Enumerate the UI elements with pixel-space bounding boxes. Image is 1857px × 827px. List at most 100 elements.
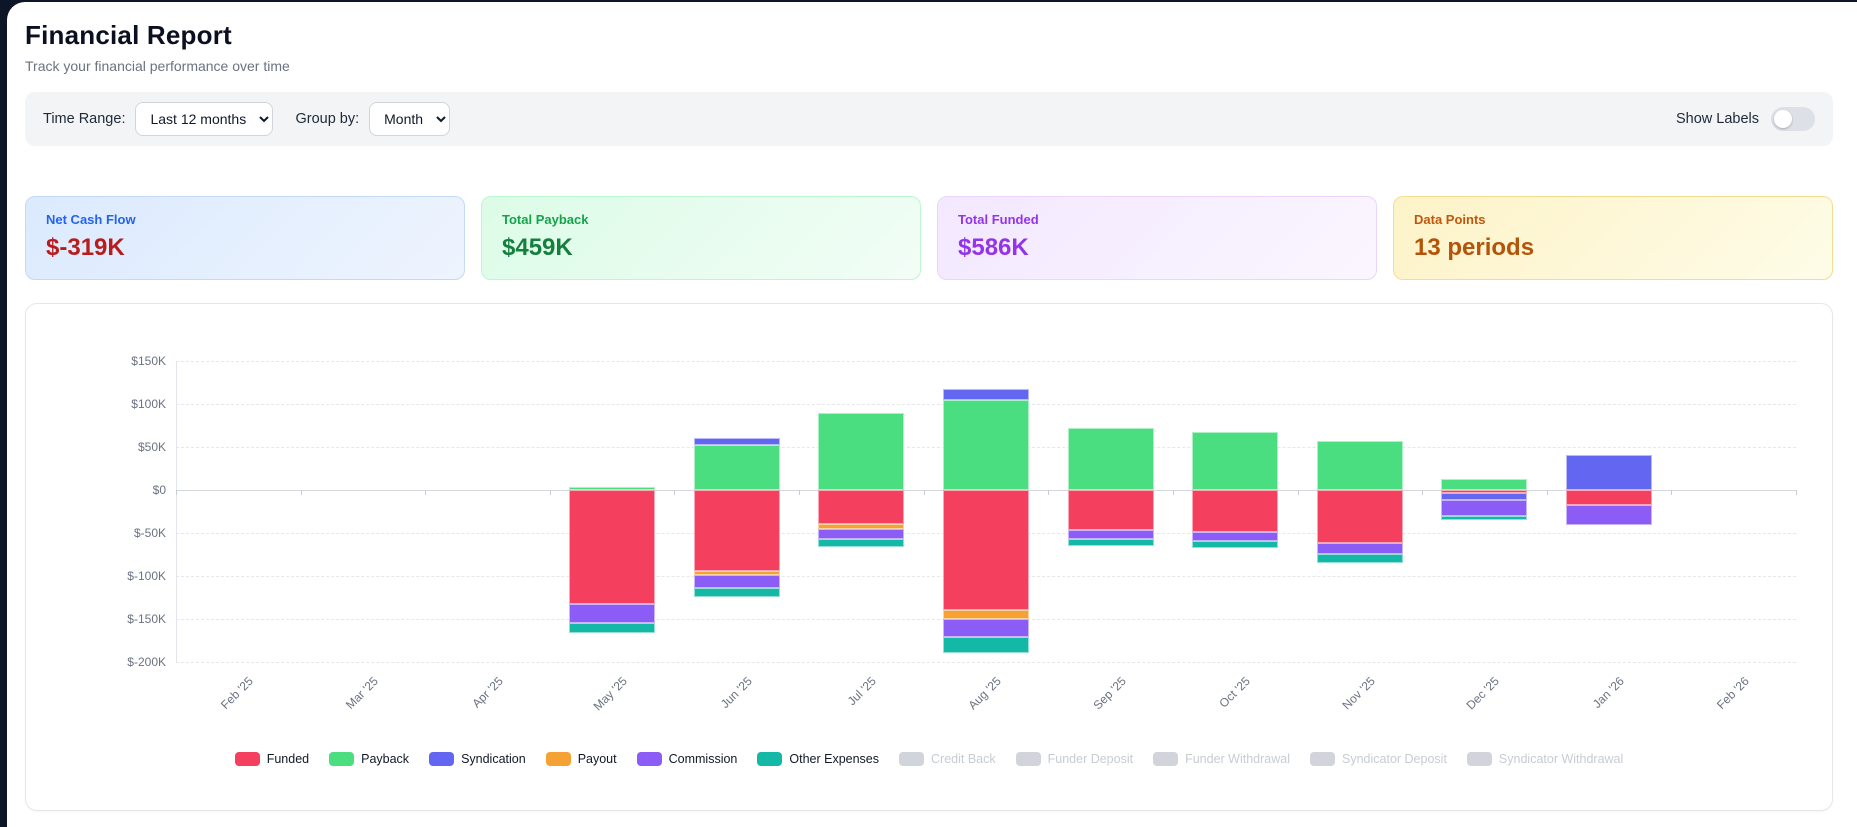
bar-segment-commission[interactable] — [1067, 530, 1154, 539]
legend-item-syndicator-withdrawal[interactable]: Syndicator Withdrawal — [1466, 752, 1624, 766]
bar-segment-syndication[interactable] — [1441, 493, 1528, 501]
bar-segment-payback[interactable] — [818, 413, 905, 490]
bar-segment-other-expenses[interactable] — [569, 623, 656, 633]
bar-segment-payout[interactable] — [818, 524, 905, 529]
x-axis-tick — [1172, 490, 1174, 495]
bar-segment-payback[interactable] — [1441, 478, 1528, 490]
bar-segment-commission[interactable] — [943, 619, 1029, 638]
x-axis-category-label: Feb '26 — [1713, 674, 1752, 712]
legend-label: Commission — [668, 752, 738, 766]
bar-segment-funded[interactable] — [818, 490, 905, 525]
stat-card-value: $586K — [958, 234, 1029, 261]
stat-card-total-funded: Total Funded $586K — [937, 196, 1377, 280]
bar-segment-payback[interactable] — [1316, 440, 1403, 490]
x-axis-tick — [549, 490, 551, 495]
bar-segment-syndication[interactable] — [943, 389, 1029, 400]
legend-color-chip — [1466, 752, 1492, 766]
legend-item-syndicator-deposit[interactable]: Syndicator Deposit — [1310, 752, 1447, 766]
x-axis-tick — [1297, 490, 1299, 495]
bar-segment-commission[interactable] — [569, 604, 656, 624]
bar-segment-funded[interactable] — [1441, 490, 1528, 494]
bar-segment-funded[interactable] — [1566, 490, 1653, 505]
x-axis-tick — [674, 490, 676, 495]
stat-card-label: Net Cash Flow — [46, 212, 136, 227]
page-title: Financial Report — [25, 20, 232, 50]
legend-label: Funded — [266, 752, 310, 766]
bar-segment-commission[interactable] — [1566, 504, 1653, 526]
x-axis-category-label: Jun '25 — [717, 674, 755, 712]
x-axis-category-label: May '25 — [590, 674, 631, 714]
legend-item-funder-deposit[interactable]: Funder Deposit — [1015, 752, 1134, 766]
legend-color-chip — [899, 752, 925, 766]
bar-segment-other-expenses[interactable] — [1316, 553, 1403, 564]
bar-segment-syndication[interactable] — [693, 438, 780, 446]
y-gridline — [176, 662, 1796, 663]
legend-item-credit-back[interactable]: Credit Back — [899, 752, 996, 766]
bar-segment-other-expenses[interactable] — [693, 588, 780, 597]
bar-segment-other-expenses[interactable] — [1441, 515, 1528, 521]
bar-segment-commission[interactable] — [1316, 543, 1403, 554]
bar-segment-funded[interactable] — [943, 490, 1029, 611]
legend-color-chip — [329, 752, 355, 766]
legend-label: Funder Withdrawal — [1185, 752, 1290, 766]
bar-segment-commission[interactable] — [693, 575, 780, 589]
bar-segment-funded[interactable] — [1316, 490, 1403, 544]
show-labels-toggle[interactable] — [1771, 107, 1815, 131]
x-axis-tick — [923, 490, 925, 495]
y-axis-tick-label: $50K — [137, 440, 166, 454]
bar-segment-payback[interactable] — [693, 445, 780, 490]
chart-legend: Funded Payback Syndication Payout Commission… — [26, 752, 1832, 766]
legend-color-chip — [1153, 752, 1179, 766]
legend-item-payback[interactable]: Payback — [329, 752, 409, 766]
bar-segment-payout[interactable] — [693, 570, 780, 576]
legend-item-syndication[interactable]: Syndication — [429, 752, 526, 766]
bar-segment-funded[interactable] — [569, 490, 656, 605]
x-axis-tick — [799, 490, 801, 495]
legend-item-other-expenses[interactable]: Other Expenses — [757, 752, 879, 766]
legend-label: Funder Deposit — [1047, 752, 1134, 766]
y-axis-tick-label: $-100K — [127, 569, 166, 583]
legend-item-funded[interactable]: Funded — [234, 752, 310, 766]
bar-segment-commission[interactable] — [1441, 500, 1528, 516]
legend-color-chip — [234, 752, 260, 766]
x-axis-tick — [1546, 490, 1548, 495]
bar-segment-payout[interactable] — [943, 610, 1029, 619]
bar-segment-commission[interactable] — [1192, 532, 1279, 541]
legend-item-funder-withdrawal[interactable]: Funder Withdrawal — [1153, 752, 1290, 766]
bar-segment-payback[interactable] — [1067, 428, 1154, 490]
bar-segment-other-expenses[interactable] — [1192, 540, 1279, 548]
bar-segment-payback[interactable] — [569, 486, 656, 490]
legend-label: Credit Back — [931, 752, 996, 766]
bar-segment-syndication[interactable] — [1566, 454, 1653, 490]
x-axis-category-label: Jan '26 — [1589, 674, 1627, 712]
bar-segment-funded[interactable] — [1192, 490, 1279, 533]
bar-segment-funded[interactable] — [693, 490, 780, 571]
bar-segment-payback[interactable] — [943, 399, 1029, 490]
x-axis-tick — [176, 490, 177, 495]
time-range-select[interactable]: Last 12 months — [135, 102, 274, 136]
stat-card-label: Total Funded — [958, 212, 1039, 227]
stat-card-total-payback: Total Payback $459K — [481, 196, 921, 280]
stat-card-net-cash-flow: Net Cash Flow $-319K — [25, 196, 465, 280]
bar-segment-funded[interactable] — [1067, 490, 1154, 531]
legend-item-commission[interactable]: Commission — [636, 752, 738, 766]
bar-segment-commission[interactable] — [818, 528, 905, 539]
stat-card-value: $-319K — [46, 234, 125, 261]
y-axis-tick-label: $0 — [152, 483, 166, 497]
bar-segment-other-expenses[interactable] — [943, 637, 1029, 654]
legend-item-payout[interactable]: Payout — [545, 752, 617, 766]
bar-segment-payback[interactable] — [1192, 432, 1279, 490]
legend-label: Syndication — [461, 752, 526, 766]
stat-cards-row: Net Cash Flow $-319K Total Payback $459K… — [25, 196, 1833, 280]
time-range-label: Time Range: — [43, 111, 126, 127]
bar-segment-other-expenses[interactable] — [1067, 539, 1154, 546]
bar-segment-other-expenses[interactable] — [818, 539, 905, 547]
y-axis-tick-label: $150K — [131, 354, 166, 368]
y-axis-tick-label: $-150K — [127, 612, 166, 626]
legend-label: Syndicator Withdrawal — [1498, 752, 1624, 766]
stat-card-label: Total Payback — [502, 212, 589, 227]
page-subtitle: Track your financial performance over ti… — [25, 58, 290, 74]
stat-card-label: Data Points — [1414, 212, 1486, 227]
legend-color-chip — [429, 752, 455, 766]
group-by-select[interactable]: Month — [369, 102, 451, 136]
